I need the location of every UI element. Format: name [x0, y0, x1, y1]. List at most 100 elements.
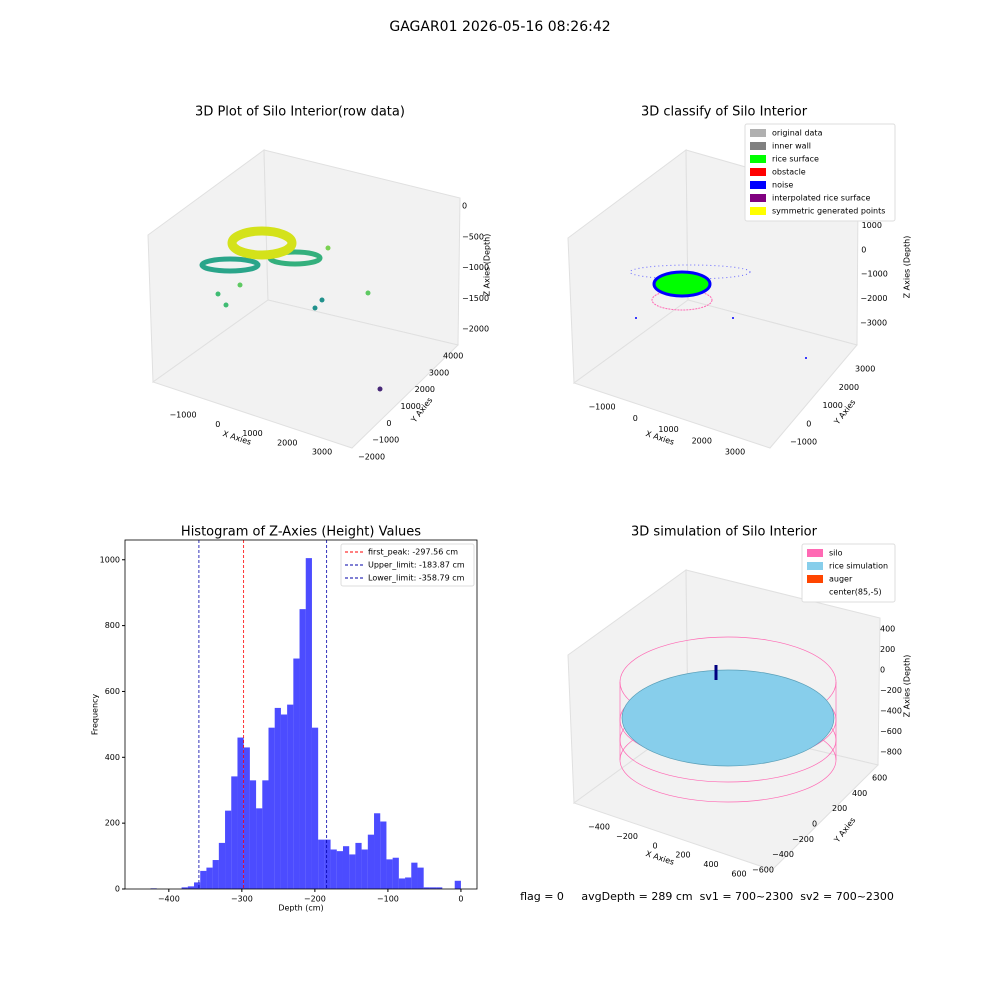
x-tick-label: 1000: [242, 429, 262, 438]
x-tick-label: 3000: [312, 448, 332, 457]
legend-label: Upper_limit: -183.87 cm: [368, 561, 465, 570]
x-tick-label: −200: [616, 832, 638, 841]
z-tick-label: −200: [880, 686, 902, 695]
x-tick-label: 600: [731, 870, 746, 879]
y-tick-label: 0: [812, 820, 817, 829]
y-tick-label: 2000: [415, 385, 435, 394]
point: [635, 317, 637, 319]
bar: [374, 813, 381, 889]
bar: [324, 839, 331, 889]
bar: [342, 846, 350, 889]
y-tick-label: −600: [752, 866, 774, 875]
y-tick-label: 200: [105, 819, 120, 828]
rice-simulation: [621, 669, 835, 767]
bar: [225, 810, 232, 889]
legend-label: original data: [772, 129, 823, 138]
x-tick-label: −1000: [169, 411, 196, 420]
x-tick-label: 200: [675, 851, 690, 860]
point: [319, 297, 325, 303]
bar: [417, 867, 424, 889]
bar: [218, 842, 226, 889]
z-tick-label: 400: [880, 625, 895, 634]
pane: [151, 299, 460, 449]
y-tick-label: 800: [105, 621, 120, 630]
point: [237, 282, 243, 288]
bar: [436, 887, 443, 889]
panel-title: 3D classify of Silo Interior: [641, 105, 808, 120]
x-tick-label: 3000: [725, 448, 745, 457]
bar: [280, 714, 288, 889]
legend-box: [340, 543, 475, 587]
y-tick-label: 4000: [443, 352, 463, 361]
z-tick-label: −2000: [860, 294, 887, 303]
x-tick-label: 0: [458, 895, 463, 904]
y-tick-label: 1000: [823, 401, 843, 410]
noise: [629, 264, 751, 280]
bar: [256, 808, 263, 889]
y-tick-label: 600: [872, 774, 887, 783]
x-tick-label: −100: [377, 895, 399, 904]
bar: [274, 707, 281, 889]
y-tick-label: 0: [806, 419, 811, 428]
axis-label: Z Axies (Depth): [903, 655, 912, 718]
z-tick-label: 1000: [862, 221, 882, 230]
status-text: flag = 0 avgDepth = 289 cm sv1 = 700~230…: [520, 890, 894, 903]
y-tick-label: 400: [852, 789, 867, 798]
legend-swatch: [750, 207, 766, 215]
x-axis-label: Depth (cm): [278, 904, 323, 913]
bar: [330, 849, 337, 889]
bar: [349, 854, 356, 889]
z-tick-label: 0: [462, 202, 467, 211]
point-cloud-raw: [199, 226, 383, 392]
bar: [194, 882, 201, 889]
axis-label: Z Axies (Depth): [903, 236, 912, 299]
x-tick-label: 2000: [692, 436, 712, 445]
y-tick-label: 0: [115, 885, 120, 894]
y-tick-label: 3000: [429, 368, 449, 377]
x-tick-label: 2000: [277, 438, 297, 447]
bar: [405, 877, 412, 889]
bar: [231, 776, 238, 889]
bar: [392, 857, 399, 889]
ring: [227, 226, 297, 260]
bar: [411, 862, 418, 889]
legend-swatch: [750, 181, 766, 189]
rice-surface: [652, 270, 712, 298]
bar: [305, 558, 312, 889]
y-tick-label: 1000: [100, 555, 120, 564]
legend-swatch: [750, 142, 766, 150]
bar: [311, 727, 319, 889]
bar: [367, 834, 375, 889]
x-tick-label: 0: [633, 414, 638, 423]
y-axis-label: Frequency: [91, 694, 100, 736]
panel-title: Histogram of Z-Axies (Height) Values: [181, 525, 421, 540]
legend-label: rice simulation: [829, 562, 888, 571]
bar: [249, 780, 257, 889]
y-tick-label: 200: [832, 804, 847, 813]
y-tick-label: 600: [105, 687, 120, 696]
legend-label: inner wall: [772, 142, 811, 151]
x-tick-label: −300: [231, 895, 253, 904]
legend-box: [744, 123, 896, 222]
bar: [423, 887, 430, 889]
bar: [187, 886, 195, 889]
legend-label: symmetric generated points: [772, 207, 885, 216]
cloud: [199, 256, 261, 274]
y-tick-label: −200: [792, 835, 814, 844]
bar: [386, 859, 393, 889]
z-tick-label: −1500: [462, 294, 489, 303]
point-cloud-classified: [629, 264, 807, 359]
point: [325, 245, 331, 251]
x-tick-label: 1000: [658, 425, 678, 434]
y-tick-label: 0: [386, 419, 391, 428]
bar: [268, 727, 275, 889]
bar: [262, 780, 269, 889]
x-tick-label: −400: [588, 823, 610, 832]
panel-title: 3D Plot of Silo Interior(row data): [195, 105, 405, 120]
bar: [361, 849, 368, 889]
bar: [200, 870, 207, 889]
y-tick-label: 2000: [839, 383, 859, 392]
bar: [237, 737, 244, 889]
point: [377, 386, 383, 392]
